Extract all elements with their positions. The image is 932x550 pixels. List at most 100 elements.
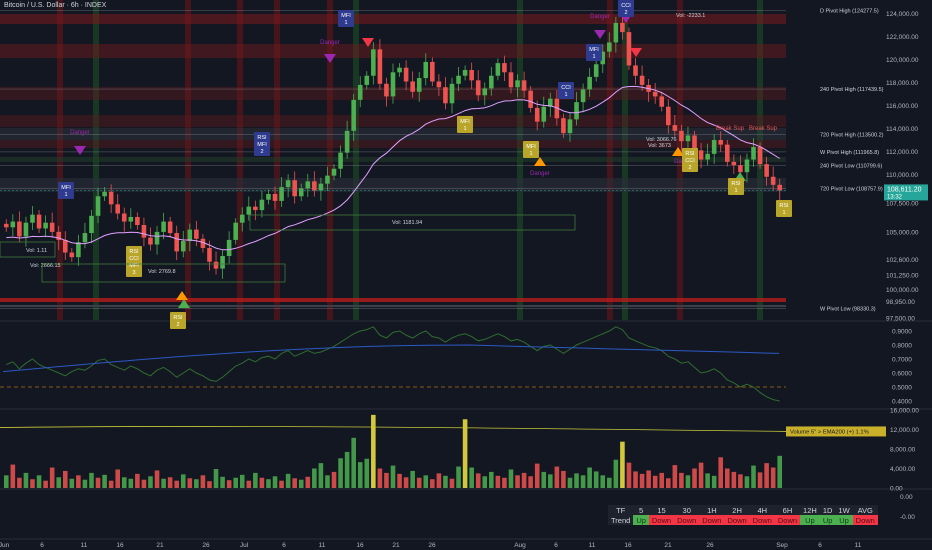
- volume-bar: [371, 414, 376, 488]
- volume-bar: [338, 458, 343, 488]
- trend-header-cell: 2H: [724, 505, 750, 515]
- x-tick-label: 26: [428, 542, 436, 549]
- volume-bar: [325, 475, 330, 488]
- trend-header-cell: 30: [674, 505, 700, 515]
- signal-badge-text: 2: [688, 165, 691, 171]
- volume-bar: [659, 472, 665, 488]
- volume-tick-label: 0.00: [890, 486, 903, 493]
- signal-triangle: [630, 48, 642, 57]
- signal-triangle: [324, 54, 336, 63]
- volume-bar: [187, 478, 193, 488]
- candle-body: [751, 146, 756, 160]
- volume-bar: [508, 469, 514, 488]
- osc-tick-label: 0.4000: [892, 399, 912, 406]
- volume-bar: [213, 468, 219, 488]
- volume-bar: [528, 476, 533, 488]
- candle-body: [312, 181, 317, 191]
- candle-body: [495, 63, 501, 76]
- x-tick-label: Jun: [0, 542, 10, 549]
- signal-annotation: Danger: [530, 171, 550, 177]
- volume-bar: [692, 468, 697, 488]
- volume-bar: [357, 462, 363, 488]
- volume-bar: [482, 476, 488, 488]
- candle-body: [456, 75, 461, 84]
- candle-body: [482, 88, 488, 96]
- volume-bar: [148, 476, 153, 488]
- signal-triangle: [176, 291, 188, 300]
- trend-cell: Down: [852, 515, 878, 525]
- volume-bar: [331, 471, 337, 488]
- trend-header-cell: TF: [608, 505, 634, 515]
- candle-body: [613, 22, 619, 43]
- candle-body: [121, 213, 127, 222]
- signal-badge: [586, 44, 602, 61]
- candle-body: [279, 187, 284, 201]
- candle-body: [607, 42, 612, 52]
- candle-body: [764, 164, 769, 177]
- candle-body: [154, 231, 160, 245]
- volume-bar: [285, 473, 291, 488]
- candle-body: [377, 49, 383, 84]
- volume-bar: [102, 474, 107, 488]
- osc-tick-label: 0.5000: [892, 385, 912, 392]
- candle-body: [239, 214, 245, 223]
- trend-header-cell: 1D: [819, 505, 836, 515]
- volume-bar: [17, 477, 22, 488]
- volume-bar: [449, 478, 455, 488]
- candle-body: [416, 78, 422, 92]
- candle-body: [475, 80, 481, 96]
- candle-body: [502, 63, 507, 73]
- x-tick-label: 11: [81, 542, 88, 549]
- candle-body: [266, 194, 271, 200]
- volume-label: Vol: 2769.8: [148, 269, 176, 275]
- candle-body: [371, 49, 376, 76]
- candle-body: [161, 221, 166, 232]
- candle-body: [462, 70, 468, 76]
- candle-body: [17, 221, 22, 237]
- pivot-zone: [0, 44, 786, 58]
- volume-bar: [718, 457, 724, 488]
- signal-triangle: [534, 157, 546, 166]
- candle-body: [56, 231, 62, 240]
- volume-bar: [462, 419, 468, 488]
- candle-body: [344, 130, 350, 153]
- price-tick-label: 122,000.00: [886, 34, 919, 41]
- volume-bar: [731, 471, 737, 488]
- volume-bar: [351, 437, 356, 488]
- pivot-level-label: 240 Pivot High (117439.5): [820, 87, 884, 93]
- candle-body: [43, 222, 48, 229]
- candle-body: [357, 84, 363, 100]
- x-tick-label: 21: [392, 542, 400, 549]
- osc-tick-label: 0.9000: [892, 329, 912, 336]
- volume-bar: [685, 475, 691, 488]
- candle-body: [626, 32, 632, 66]
- candle-body: [23, 222, 29, 237]
- volume-bar: [600, 475, 606, 488]
- signal-triangle: [594, 30, 606, 39]
- x-tick-label: 6: [554, 542, 558, 549]
- signal-badge: [457, 116, 473, 133]
- trend-cell: Down: [724, 515, 750, 525]
- volume-bar: [82, 479, 88, 488]
- volume-bar: [253, 472, 258, 488]
- candle-body: [384, 83, 389, 97]
- volume-bar: [266, 479, 271, 488]
- volume-bar: [384, 472, 389, 488]
- signal-badge-text: CCI: [561, 85, 571, 91]
- volume-bar: [724, 468, 730, 488]
- price-tick-label: 97,500.00: [886, 316, 915, 323]
- price-tick-label: 116,000.00: [886, 103, 918, 110]
- candle-body: [777, 184, 783, 191]
- candle-body: [738, 165, 743, 173]
- signal-badge-text: RSI: [129, 249, 139, 255]
- signal-badge-text: 1: [463, 126, 466, 132]
- trend-cell: Up: [800, 515, 820, 525]
- candle-body: [167, 221, 173, 234]
- x-tick-label: 11: [319, 542, 326, 549]
- candle-body: [141, 225, 147, 238]
- volume-bar: [76, 475, 81, 488]
- signal-badge-text: 1: [529, 151, 532, 157]
- signal-badge-text: MFI: [341, 13, 351, 19]
